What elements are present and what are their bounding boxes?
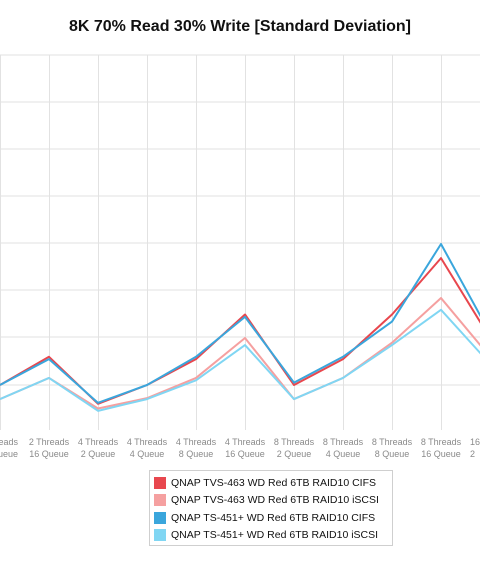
legend-swatch xyxy=(154,529,166,542)
x-tick-label: 2 Queue xyxy=(81,449,116,459)
x-tick-label: 16 Queue xyxy=(225,449,265,459)
x-tick-label: hreads xyxy=(0,437,18,447)
legend-label: QNAP TVS-463 WD Red 6TB RAID10 CIFS xyxy=(171,476,377,489)
x-tick-label: 8 Queue xyxy=(179,449,214,459)
legend-item: QNAP TVS-463 WD Red 6TB RAID10 CIFS xyxy=(154,474,392,492)
x-tick-label: 8 Threads xyxy=(323,437,364,447)
series-line-3 xyxy=(0,243,480,404)
x-tick-label: 8 Threads xyxy=(372,437,413,447)
x-tick-label: 4 Queue xyxy=(130,449,165,459)
legend-swatch xyxy=(154,494,166,507)
legend-item: QNAP TS-451+ WD Red 6TB RAID10 iSCSI xyxy=(154,527,392,545)
x-tick-label: 2 Threads xyxy=(29,437,70,447)
x-tick-label: 2 xyxy=(470,449,475,459)
x-tick-label: ueue xyxy=(0,449,18,459)
series-line-2 xyxy=(0,297,480,410)
chart-title: 8K 70% Read 30% Write [Standard Deviatio… xyxy=(68,18,412,35)
legend-item: QNAP TVS-463 WD Red 6TB RAID10 iSCSI xyxy=(154,492,392,510)
series-layer xyxy=(0,243,480,412)
x-tick-label: 4 Threads xyxy=(225,437,266,447)
series-line-4 xyxy=(0,308,480,412)
x-tick-label: 2 Queue xyxy=(277,449,312,459)
legend-item: QNAP TS-451+ WD Red 6TB RAID10 CIFS xyxy=(154,509,392,527)
legend: QNAP TVS-463 WD Red 6TB RAID10 CIFS QNAP … xyxy=(149,470,393,546)
x-tick-label: 16 xyxy=(470,437,480,447)
x-tick-label: 4 Queue xyxy=(326,449,361,459)
x-tick-label: 4 Threads xyxy=(78,437,119,447)
series-line-1 xyxy=(0,257,480,405)
legend-swatch xyxy=(154,511,166,524)
x-tick-label: 8 Queue xyxy=(375,449,410,459)
grid-layer xyxy=(0,54,480,430)
legend-label: QNAP TS-451+ WD Red 6TB RAID10 iSCSI xyxy=(171,529,379,542)
x-tick-labels: hreads ueue 2 Threads 16 Queue 4 Threads 2 Qu… xyxy=(0,437,480,459)
x-tick-label: 4 Threads xyxy=(176,437,217,447)
legend-label: QNAP TS-451+ WD Red 6TB RAID10 CIFS xyxy=(171,511,376,524)
x-tick-label: 4 Threads xyxy=(127,437,168,447)
legend-swatch xyxy=(154,476,166,489)
x-tick-label: 16 Queue xyxy=(29,449,69,459)
legend-label: QNAP TVS-463 WD Red 6TB RAID10 iSCSI xyxy=(171,494,379,507)
x-tick-label: 8 Threads xyxy=(274,437,315,447)
x-tick-label: 8 Threads xyxy=(421,437,462,447)
x-tick-label: 16 Queue xyxy=(421,449,461,459)
